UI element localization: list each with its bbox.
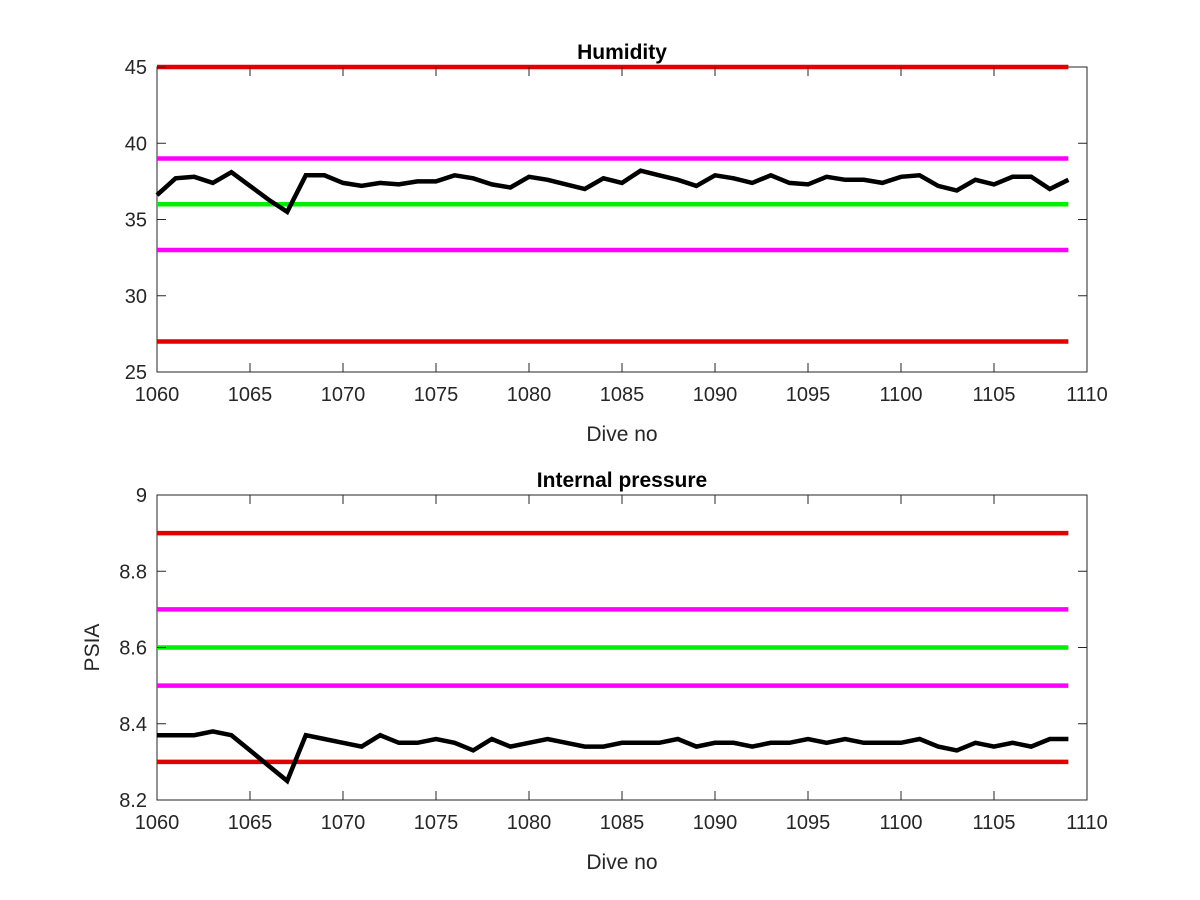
internal-pressure-y-axis-label: PSIA [81, 624, 104, 672]
internal-pressure-x-tick-label: 1105 [972, 812, 1015, 834]
humidity-x-tick-label: 1065 [228, 384, 273, 406]
humidity-y-tick-label: 30 [125, 286, 147, 308]
internal-pressure-data-line-0 [157, 729, 1069, 785]
internal-pressure-x-tick-label: 1110 [1066, 812, 1108, 834]
internal-pressure-x-tick-label: 1080 [507, 812, 552, 834]
internal-pressure-x-axis-label: Dive no [586, 851, 657, 874]
internal-pressure-x-tick-label: 1065 [228, 812, 273, 834]
humidity-x-tick-label: 1075 [414, 384, 459, 406]
internal-pressure-x-tick-label: 1075 [414, 812, 459, 834]
humidity-y-tick-label: 40 [125, 133, 147, 155]
humidity-data-line-0 [155, 168, 1070, 216]
humidity-x-tick-label: 1070 [321, 384, 366, 406]
internal-pressure-y-tick-label: 8.6 [119, 638, 147, 660]
humidity-x-axis-label: Dive no [586, 423, 657, 446]
humidity-y-tick-label: 45 [125, 57, 147, 79]
internal-pressure-y-tick-label: 9 [136, 485, 147, 507]
internal-pressure-x-tick-label: 1090 [693, 812, 738, 834]
internal-pressure-x-tick-label: 1100 [879, 812, 922, 834]
humidity-y-tick-label: 35 [125, 210, 147, 232]
internal-pressure-series [157, 729, 1069, 785]
humidity-y-axis: 25 30 35 40 45 [125, 57, 1087, 384]
humidity-x-tick-label: 1105 [972, 384, 1015, 406]
internal-pressure-x-tick-label: 1085 [600, 812, 645, 834]
internal-pressure-chart: 1060 1065 1070 1075 1080 1085 1090 1095 1100 1105… [81, 469, 1108, 874]
internal-pressure-x-tick-label: 1095 [786, 812, 831, 834]
humidity-plot-area [156, 66, 1088, 373]
internal-pressure-x-tick-label: 1070 [321, 812, 366, 834]
humidity-chart-title: Humidity [577, 41, 667, 64]
humidity-x-tick-label: 1080 [507, 384, 552, 406]
humidity-x-tick-label: 1085 [600, 384, 645, 406]
internal-pressure-x-tick-label: 1060 [135, 812, 180, 834]
humidity-reference-lines [157, 64, 1069, 344]
humidity-y-tick-label: 25 [125, 362, 147, 384]
humidity-x-tick-label: 1095 [786, 384, 831, 406]
humidity-x-tick-label: 1110 [1066, 384, 1108, 406]
internal-pressure-reference-lines [157, 530, 1069, 765]
internal-pressure-y-axis: 8.2 8.4 8.6 8.8 9 [119, 485, 1087, 812]
internal-pressure-y-tick-label: 8.4 [119, 714, 147, 736]
humidity-series [155, 168, 1070, 216]
humidity-x-axis: 1060 1065 1070 1075 1080 1085 1090 1095 1100 1105… [135, 67, 1108, 406]
humidity-x-tick-label: 1060 [135, 384, 180, 406]
humidity-chart: 1060 1065 1070 1075 1080 1085 1090 1095 1100 1105… [125, 41, 1108, 446]
internal-pressure-y-tick-label: 8.2 [119, 790, 147, 812]
humidity-x-tick-label: 1090 [693, 384, 738, 406]
humidity-x-tick-label: 1100 [879, 384, 922, 406]
internal-pressure-x-axis: 1060 1065 1070 1075 1080 1085 1090 1095 1100 1105… [135, 495, 1108, 834]
internal-pressure-y-tick-label: 8.8 [119, 561, 147, 583]
internal-pressure-chart-title: Internal pressure [537, 469, 707, 492]
